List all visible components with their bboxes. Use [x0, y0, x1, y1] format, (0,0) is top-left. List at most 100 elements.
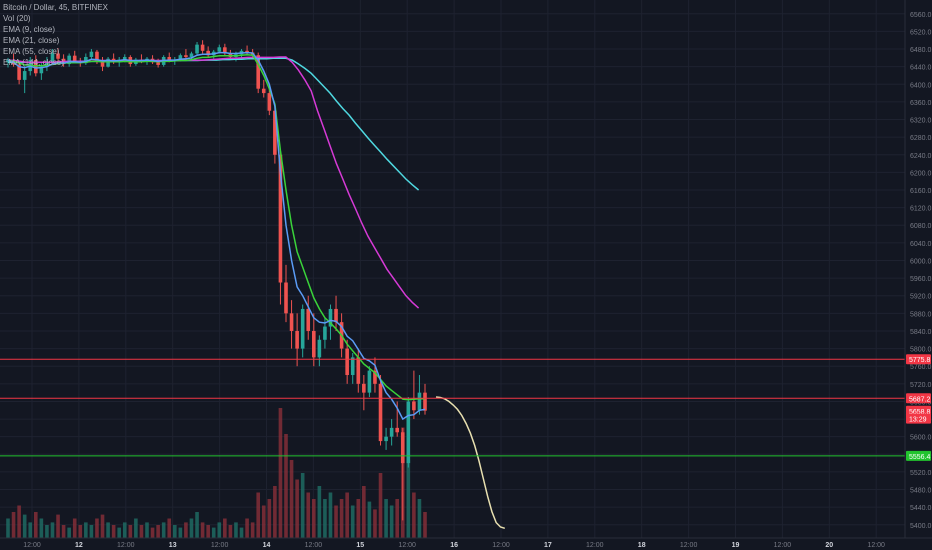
x-tick-label: 15: [356, 542, 364, 549]
ema144-line: [8, 57, 420, 191]
volume-bar: [423, 512, 427, 538]
y-tick-label: 5600.0: [910, 435, 932, 442]
price-tag: 13:29: [909, 417, 927, 424]
volume-bar: [417, 499, 422, 538]
price-line-tag-bg: [906, 354, 931, 365]
volume-bar: [306, 492, 311, 538]
price-tag: 5658.8: [909, 409, 931, 416]
candle: [345, 339, 349, 384]
x-tick-label: 18: [638, 542, 646, 549]
volume-bar: [217, 522, 222, 538]
candle-body: [256, 55, 260, 89]
y-tick-label: 6000.0: [910, 258, 932, 265]
grid: [0, 0, 905, 538]
x-tick-label: 12:00: [492, 542, 510, 549]
candle: [22, 66, 27, 94]
candle: [356, 348, 361, 393]
volume-bar: [395, 499, 399, 538]
candle-body: [195, 44, 199, 54]
candle-body: [122, 56, 127, 60]
candle-body: [417, 392, 422, 411]
volume-bar: [339, 499, 344, 538]
x-tick-label: 12:00: [586, 542, 604, 549]
candle-body: [395, 427, 399, 433]
volume-bar: [106, 522, 110, 538]
volume-bar: [184, 522, 188, 538]
candle: [206, 46, 210, 58]
candle: [200, 40, 205, 54]
volume-bar: [134, 518, 138, 538]
candle: [312, 313, 316, 367]
volume-bar: [128, 525, 133, 538]
candle-body: [300, 308, 305, 349]
candle-body: [389, 427, 394, 437]
volume-bar: [173, 525, 177, 538]
candle: [373, 357, 377, 393]
legend-ema21: EMA (21, close): [3, 36, 60, 45]
candle-body: [284, 282, 288, 314]
candle: [245, 45, 249, 56]
volume-bar: [28, 522, 33, 538]
candle: [300, 304, 305, 358]
x-tick-label: 12: [75, 542, 83, 549]
volume-bar: [284, 434, 288, 538]
candle: [17, 61, 21, 85]
volume-bar: [239, 527, 244, 538]
volume-bar: [289, 460, 294, 538]
volume-bar: [317, 486, 322, 538]
y-tick-label: 6120.0: [910, 206, 932, 213]
symbol-title: Bitcoin / Dollar, 45, BITFINEX: [3, 3, 108, 12]
candle: [306, 295, 311, 340]
y-tick-label: 6480.0: [910, 47, 932, 54]
y-tick-label: 5960.0: [910, 276, 932, 283]
candle: [317, 335, 322, 367]
price-tag-bg: [906, 413, 931, 424]
candle-body: [223, 47, 227, 54]
candle: [273, 106, 277, 164]
candle: [289, 300, 294, 349]
volume-bars: [6, 408, 427, 538]
y-tick-label: 5840.0: [910, 329, 932, 336]
candle-body: [261, 88, 266, 94]
volume-bar: [334, 505, 338, 538]
legend-ema9: EMA (9, close): [3, 25, 56, 34]
x-tick-label: 20: [825, 542, 833, 549]
candle-body: [334, 308, 338, 323]
y-tick-label: 5440.0: [910, 505, 932, 512]
price-line-tag-bg: [906, 450, 931, 461]
candle-body: [412, 401, 416, 411]
candle-body: [67, 55, 71, 65]
volume-bar: [189, 518, 194, 538]
volume-bar: [195, 512, 199, 538]
volume-bar: [261, 505, 266, 538]
volume-bar: [34, 512, 38, 538]
candle: [362, 375, 366, 411]
volume-bar: [122, 522, 127, 538]
candle: [189, 51, 194, 61]
candle: [406, 397, 411, 468]
price-line-tag: 5556.4: [909, 454, 931, 461]
volume-bar: [328, 492, 333, 538]
candle-body: [400, 432, 405, 464]
x-tick-label: 19: [732, 542, 740, 549]
candle-body: [167, 56, 172, 61]
volume-bar: [50, 522, 55, 538]
candle: [45, 56, 49, 72]
x-tick-label: 17: [544, 542, 552, 549]
legend-ema55: EMA (55, close): [3, 47, 60, 56]
candle-body: [278, 154, 283, 283]
candle-body: [362, 383, 366, 393]
volume-bar: [223, 518, 227, 538]
candle-body: [423, 392, 427, 411]
candle-body: [295, 330, 299, 349]
volume-bar: [406, 460, 411, 538]
x-tick-label: 12:00: [774, 542, 792, 549]
y-tick-label: 6280.0: [910, 135, 932, 142]
volume-bar: [267, 499, 272, 538]
x-tick-label: 12:00: [305, 542, 323, 549]
volume-bar: [384, 499, 388, 538]
candle-body: [72, 55, 77, 62]
y-tick-label: 6520.0: [910, 29, 932, 36]
volume-bar: [100, 514, 105, 538]
